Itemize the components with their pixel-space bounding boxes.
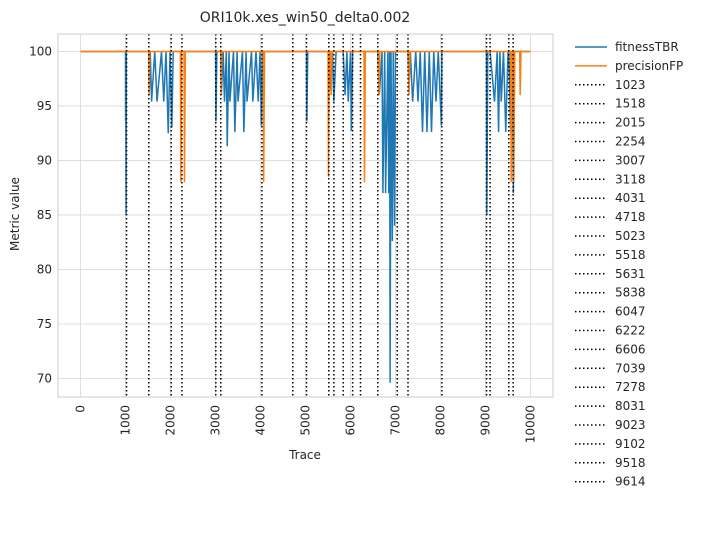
legend-label: 3118	[615, 172, 646, 186]
legend-label: 1518	[615, 97, 646, 111]
x-axis-label: Trace	[288, 448, 321, 462]
legend-label: 5518	[615, 248, 646, 262]
y-tick-label: 80	[37, 262, 52, 276]
legend-label: 3007	[615, 153, 646, 167]
legend-label: fitnessTBR	[615, 40, 679, 54]
y-tick-label: 70	[37, 371, 52, 385]
x-tick-label: 3000	[209, 405, 223, 436]
legend-label: 7039	[615, 361, 646, 375]
legend-label: 6222	[615, 324, 646, 338]
x-tick-label: 9000	[479, 405, 493, 436]
chart-title: ORI10k.xes_win50_delta0.002	[200, 10, 411, 26]
legend-label: 5838	[615, 286, 646, 300]
x-tick-label: 10000	[524, 405, 538, 443]
x-tick-label: 0	[74, 405, 88, 413]
legend-label: 6047	[615, 305, 646, 319]
y-tick-label: 75	[37, 317, 52, 331]
y-tick-label: 95	[37, 99, 52, 113]
legend-label: 4718	[615, 210, 646, 224]
legend-label: 9518	[615, 456, 646, 470]
y-tick-label: 85	[37, 208, 52, 222]
legend-label: 6606	[615, 342, 646, 356]
legend-label: precisionFP	[615, 59, 683, 73]
legend-label: 8031	[615, 399, 646, 413]
legend-label: 7278	[615, 380, 646, 394]
legend-label: 9023	[615, 418, 646, 432]
legend-label: 5631	[615, 267, 646, 281]
x-tick-label: 8000	[434, 405, 448, 436]
y-axis-label: Metric value	[8, 177, 22, 251]
y-tick-label: 100	[29, 44, 52, 58]
legend-label: 9102	[615, 437, 646, 451]
legend-label: 2015	[615, 116, 646, 130]
x-tick-label: 6000	[344, 405, 358, 436]
x-tick-label: 4000	[254, 405, 268, 436]
legend-label: 5023	[615, 229, 646, 243]
axes-frame	[57, 33, 554, 398]
legend-label: 4031	[615, 191, 646, 205]
legend: fitnessTBR precisionFP 1023 1518 2015 2254 300…	[575, 40, 683, 489]
legend-label: 2254	[615, 135, 646, 149]
legend-label: 9614	[615, 475, 646, 489]
x-tick-label: 2000	[164, 405, 178, 436]
y-tick-label: 90	[37, 153, 52, 167]
legend-label: 1023	[615, 78, 646, 92]
x-tick-label: 7000	[389, 405, 403, 436]
x-tick-label: 1000	[119, 405, 133, 436]
x-tick-label: 5000	[299, 405, 313, 436]
